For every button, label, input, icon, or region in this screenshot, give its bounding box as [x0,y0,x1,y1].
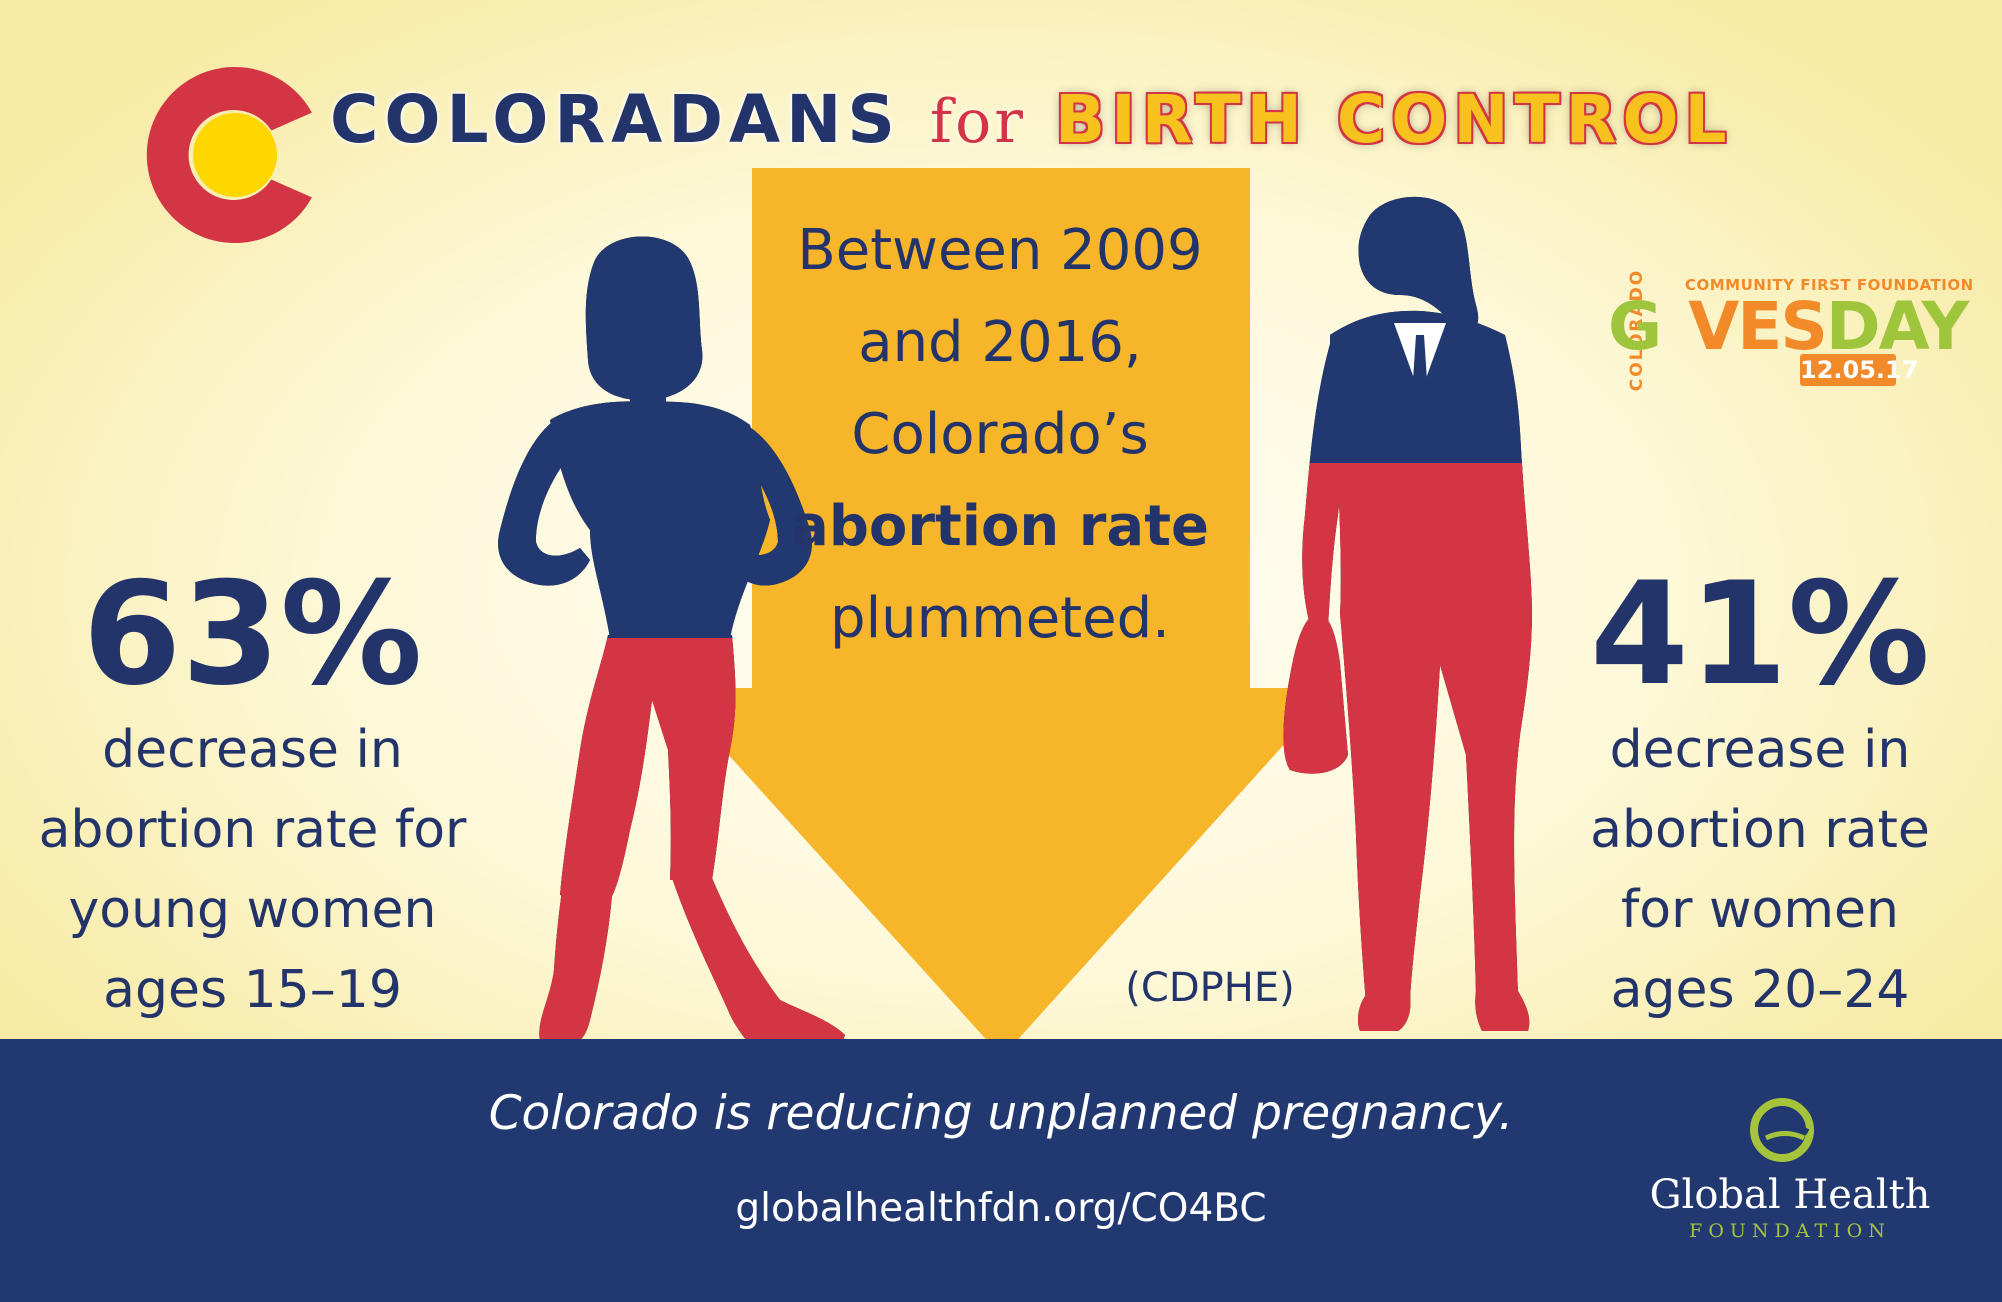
page-title: COLORADANS for BIRTH CONTROL [330,60,1780,180]
gives-logo-ves: VES [1688,288,1828,365]
left-stat-line-1: decrease in [102,720,403,780]
gives-logo-g: G [1608,288,1662,365]
right-stat-percent: 41% [1590,552,1930,717]
center-line-2: and 2016, [858,310,1142,375]
right-stat-line-1: decrease in [1609,720,1911,780]
global-health-logo-subtitle: FOUNDATION [1689,1220,1891,1242]
center-line-1: Between 2009 [797,218,1203,283]
center-message: Between 2009 and 2016, Colorado’s aborti… [760,205,1240,665]
source-citation: (CDPHE) [1125,965,1295,1011]
left-stat-line-4: ages 15–19 [103,960,402,1020]
left-stat-line-3: young women [68,880,437,940]
title-birth-control: BIRTH CONTROL [1054,81,1733,158]
center-line-4: abortion rate [791,494,1209,559]
young-woman-silhouette-icon [498,236,845,1049]
gives-logo-organization: COMMUNITY FIRST FOUNDATION [1685,276,1974,294]
title-for: for [929,87,1026,157]
colorado-c-logo-icon [146,67,312,243]
left-stat-line-2: abortion rate for [38,800,467,860]
gives-logo-date: 12.05.17 [1800,354,1919,386]
gives-logo-wordmark: G VESDAY [1608,288,1969,365]
right-stat-line-2: abortion rate [1590,800,1930,860]
gives-logo-day: DAY [1825,288,1969,365]
global-health-globe-icon [1750,1098,1814,1162]
business-woman-silhouette-icon [1283,196,1532,1031]
footer-tagline: Colorado is reducing unplanned pregnancy… [488,1086,1514,1141]
global-health-logo-name: Global Health [1649,1172,1931,1218]
footer-url-link[interactable]: globalhealthfdn.org/CO4BC [735,1186,1267,1231]
left-stat-percent: 63% [82,552,423,717]
footer-band [0,1039,2002,1302]
center-line-3: Colorado’s [851,402,1149,467]
right-stat: 41% decrease in abortion rate for women … [1520,560,2000,1030]
title-coloradans: COLORADANS [330,81,901,158]
right-stat-line-3: for women [1621,880,1899,940]
center-line-5: plummeted. [830,586,1170,651]
right-stat-line-4: ages 20–24 [1610,960,1910,1020]
left-stat: 63% decrease in abortion rate for young … [0,560,505,1030]
